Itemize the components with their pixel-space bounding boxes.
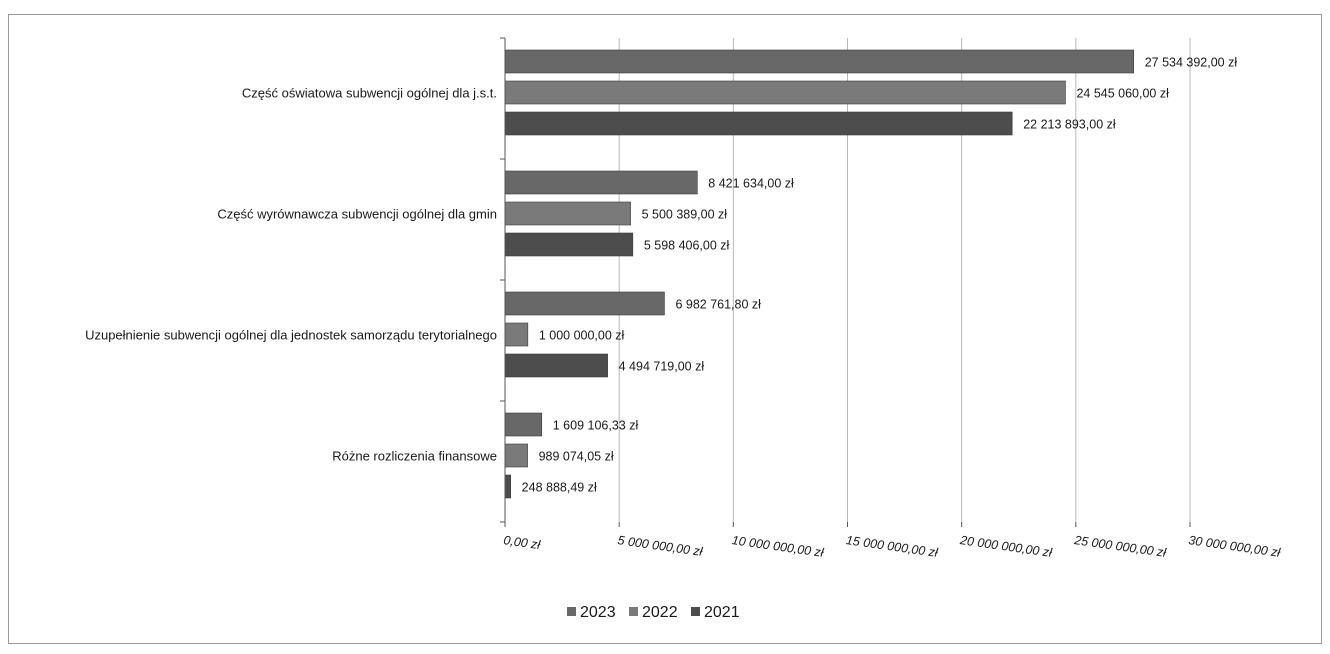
bar-2022 [504,322,529,347]
legend-swatch-2022 [629,607,638,616]
data-label: 22 213 893,00 zł [1023,118,1116,132]
data-label: 989 074,05 zł [539,450,614,464]
bar-2022 [504,80,1066,105]
category-label: Część oświatowa subwencji ogólnej dla j.… [242,86,497,101]
bars [504,49,1135,499]
data-label: 24 545 060,00 zł [1076,87,1169,101]
legend-swatch-2021 [691,607,700,616]
legend-swatch-2023 [567,607,576,616]
bar-2021 [504,474,511,499]
x-tick-label: 5 000 000,00 zł [617,533,705,559]
x-tick-label: 15 000 000,00 zł [845,533,940,560]
x-tick-label: 0,00 zł [503,533,543,552]
bar-2022 [504,443,528,468]
legend: 2023 2022 2021 [567,604,740,621]
labels: 0,00 zł 5 000 000,00 zł 10 000 000,00 zł 15… [85,56,1282,561]
bar-2021 [504,353,608,378]
legend-label-2021: 2021 [704,604,740,621]
x-tick-label: 10 000 000,00 zł [731,533,826,560]
category-label: Różne rozliczenia finansowe [332,449,497,464]
data-label: 4 494 719,00 zł [619,360,705,374]
x-tick-label: 25 000 000,00 zł [1072,533,1168,560]
data-label: 6 982 761,80 zł [675,298,761,312]
bar-2023 [504,49,1135,74]
x-tick-label: 20 000 000,00 zł [958,533,1054,560]
data-label: 1 609 106,33 zł [553,419,639,433]
data-label: 248 888,49 zł [522,481,597,495]
bar-2023 [504,412,543,437]
gridlines [618,38,1191,522]
bar-2021 [504,232,634,257]
data-label: 5 500 389,00 zł [642,208,728,222]
data-label: 5 598 406,00 zł [644,239,730,253]
category-label: Część wyrównawcza subwencji ogólnej dla … [217,207,497,222]
data-label: 27 534 392,00 zł [1145,56,1238,70]
category-label: Uzupełnienie subwencji ogólnej dla jedno… [85,328,497,343]
legend-label-2023: 2023 [580,604,616,621]
data-label: 8 421 634,00 zł [708,177,794,191]
bar-2023 [504,291,665,316]
legend-label-2022: 2022 [642,604,678,621]
bar-2022 [504,201,631,226]
bar-2021 [504,111,1013,136]
bar-2023 [504,170,698,195]
data-label: 1 000 000,00 zł [539,329,625,343]
x-tick-label: 30 000 000,00 zł [1188,533,1283,560]
axes [500,37,1191,527]
